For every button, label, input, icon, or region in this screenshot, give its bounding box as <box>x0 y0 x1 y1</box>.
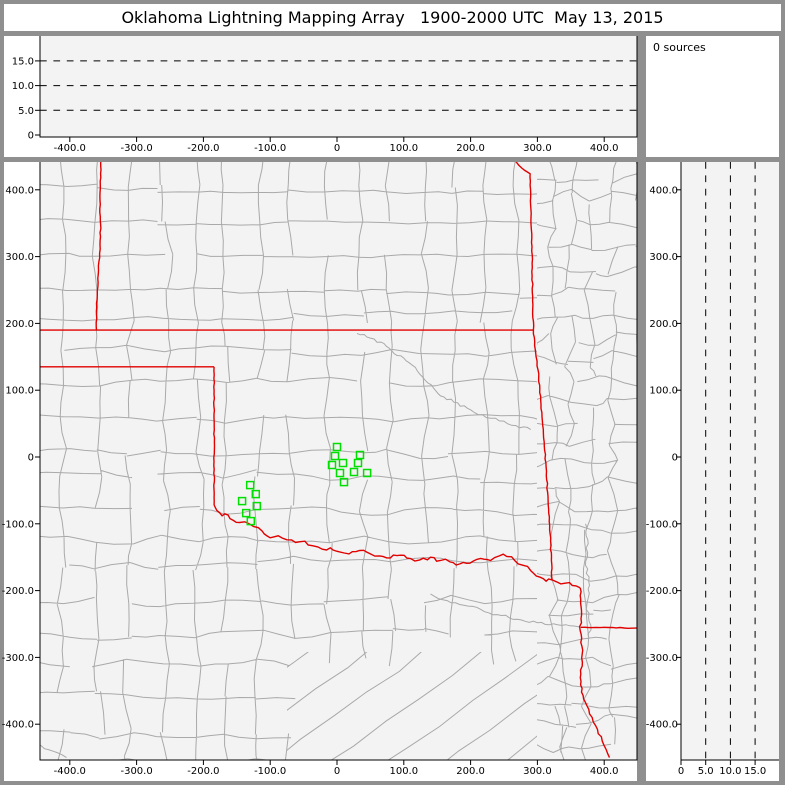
tick-label: 400.0 <box>590 766 619 777</box>
tick-label: -200.0 <box>187 766 219 777</box>
tick-label: 5.0 <box>18 106 34 117</box>
lma-station-marker <box>335 468 345 478</box>
tick-label: 15.0 <box>744 766 766 777</box>
tick-label: 300.0 <box>5 252 34 263</box>
tick-label: 100.0 <box>389 143 418 154</box>
tick-labels: -400.0 -400.0 -300.0 -300.0 -200.0 -200.0 -100… <box>2 56 766 777</box>
tick-label: 15.0 <box>12 56 34 67</box>
tick-label: -300.0 <box>646 653 678 664</box>
lma-station-marker <box>332 442 342 452</box>
state-border-missouri-arkansas-west <box>515 162 553 580</box>
tick-label: 5.0 <box>698 766 714 777</box>
tick-label: 0 <box>28 453 34 464</box>
lma-station-markers <box>237 442 372 526</box>
sources-count: 0 sources <box>653 41 706 54</box>
tick-label: 0 <box>334 766 340 777</box>
lma-station-marker <box>330 451 340 461</box>
title-bar: Oklahoma Lightning Mapping Array 1900-20… <box>4 4 781 31</box>
tick-label: -100.0 <box>646 519 678 530</box>
tick-label: 100.0 <box>389 766 418 777</box>
state-border-texas-arkansas <box>578 587 611 758</box>
state-borders <box>40 162 637 758</box>
lma-station-marker <box>245 480 255 490</box>
tick-label: 200.0 <box>649 319 678 330</box>
tick-marks <box>35 60 756 765</box>
lma-station-marker <box>251 489 261 499</box>
lma-station-marker <box>338 458 348 468</box>
lma-station-marker <box>355 450 365 460</box>
lma-station-marker <box>362 468 372 478</box>
map-plot-area[interactable] <box>40 162 637 760</box>
tick-label: -100.0 <box>254 143 286 154</box>
tick-label: 200.0 <box>5 319 34 330</box>
state-border-red-river <box>213 504 553 583</box>
tick-label: 10.0 <box>12 81 34 92</box>
tick-label: 400.0 <box>590 143 619 154</box>
tick-label: 0 <box>672 453 678 464</box>
state-border-arkansas-south-line <box>580 626 637 630</box>
lma-station-marker <box>349 467 359 477</box>
lma-station-marker <box>353 458 363 468</box>
tick-label: -400.0 <box>2 720 34 731</box>
tick-label: 100.0 <box>5 386 34 397</box>
tick-label: 0 <box>678 766 684 777</box>
lma-station-marker <box>327 460 337 470</box>
tick-label: 400.0 <box>649 185 678 196</box>
lma-station-marker <box>246 516 256 526</box>
state-border-red-river-east <box>551 579 581 589</box>
river-lines <box>40 332 593 759</box>
sources-box: 0 sources <box>646 36 779 157</box>
tick-label: -300.0 <box>2 653 34 664</box>
state-border-west-state-line <box>95 162 102 331</box>
tick-label: -300.0 <box>120 143 152 154</box>
lma-station-marker <box>339 477 349 487</box>
tick-label: -200.0 <box>187 143 219 154</box>
tick-label: -400.0 <box>54 143 86 154</box>
page-title: Oklahoma Lightning Mapping Array 1900-20… <box>121 8 664 27</box>
ew-altitude-plot-area[interactable] <box>40 36 637 137</box>
altitude-dashed-gridlines <box>40 60 756 760</box>
lma-station-marker <box>241 508 251 518</box>
tick-label: 200.0 <box>456 143 485 154</box>
tick-label: 300.0 <box>523 766 552 777</box>
tick-label: 300.0 <box>649 252 678 263</box>
tick-label: 0 <box>28 131 34 142</box>
tick-label: -200.0 <box>2 586 34 597</box>
lma-station-marker <box>252 501 262 511</box>
tick-label: 10.0 <box>719 766 741 777</box>
tick-label: -400.0 <box>646 720 678 731</box>
tick-label: -200.0 <box>646 586 678 597</box>
tick-label: 400.0 <box>5 185 34 196</box>
tick-label: -100.0 <box>254 766 286 777</box>
tick-label: 200.0 <box>456 766 485 777</box>
tick-label: -300.0 <box>120 766 152 777</box>
tick-label: 300.0 <box>523 143 552 154</box>
state-border-oklahoma-west-100w <box>212 366 216 506</box>
tick-label: 100.0 <box>649 386 678 397</box>
lma-station-marker <box>237 496 247 506</box>
tick-label: 0 <box>334 143 340 154</box>
tick-label: -400.0 <box>54 766 86 777</box>
tick-label: -100.0 <box>2 519 34 530</box>
